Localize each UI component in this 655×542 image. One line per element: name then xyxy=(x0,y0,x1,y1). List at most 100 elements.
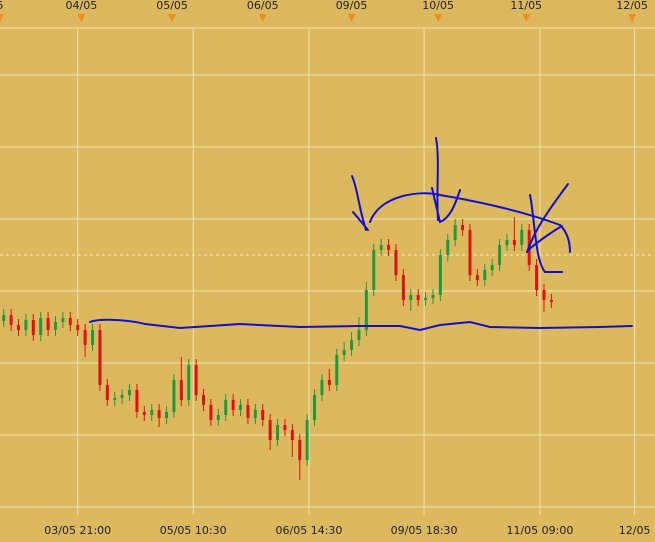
candle-body xyxy=(239,405,243,410)
candle-body xyxy=(409,295,413,300)
tick-marker xyxy=(168,14,177,22)
tick-marker xyxy=(77,14,86,22)
x-tick-label: 5 xyxy=(0,0,4,12)
arch-drawing xyxy=(369,192,571,253)
candle-body xyxy=(31,320,35,335)
candle-body xyxy=(194,365,198,395)
candle-body xyxy=(483,270,487,280)
candle-body xyxy=(76,325,80,330)
support-line xyxy=(89,318,633,332)
candle-body xyxy=(424,298,428,300)
candle-body xyxy=(91,330,95,345)
candle-body xyxy=(475,275,479,280)
candle-body xyxy=(305,420,309,460)
candle-body xyxy=(268,420,272,440)
x-tick-label: 06/05 14:30 xyxy=(276,524,343,537)
candle-body xyxy=(335,355,339,385)
candle-body xyxy=(253,410,257,418)
x-tick-label: 06/05 xyxy=(247,0,279,12)
tick-marker xyxy=(347,14,356,22)
candle-body xyxy=(512,240,516,245)
candle-body xyxy=(379,245,383,250)
candle-body xyxy=(401,275,405,300)
x-tick-label: 09/05 18:30 xyxy=(391,524,458,537)
candle-body xyxy=(261,410,265,420)
top-bar xyxy=(0,0,655,28)
candle-body xyxy=(394,250,398,275)
candle-body xyxy=(246,405,250,418)
tick-marker xyxy=(434,14,443,22)
candle-body xyxy=(9,315,13,325)
arrow-drawing xyxy=(351,175,369,231)
candle-body xyxy=(468,230,472,275)
candle-body xyxy=(446,240,450,255)
scribble xyxy=(526,183,569,273)
x-tick-label: 05/05 10:30 xyxy=(160,524,227,537)
x-tick-label: 10/05 xyxy=(422,0,454,12)
candle-body xyxy=(24,320,28,330)
candle-body xyxy=(231,400,235,410)
candle-body xyxy=(224,400,228,415)
x-tick-label: 11/05 xyxy=(510,0,542,12)
candle-body xyxy=(157,410,161,418)
candle-body xyxy=(350,340,354,350)
tick-marker xyxy=(0,14,4,22)
candle-body xyxy=(39,318,43,335)
candle-body xyxy=(179,380,183,400)
x-tick-label: 03/05 21:00 xyxy=(44,524,111,537)
candles xyxy=(2,217,553,480)
candle-body xyxy=(216,415,220,420)
candle-body xyxy=(142,412,146,415)
candle-body xyxy=(209,405,213,420)
candle-body xyxy=(313,395,317,420)
candle-body xyxy=(187,365,191,400)
candle-body xyxy=(505,240,509,245)
candle-body xyxy=(498,245,502,265)
candle-body xyxy=(520,230,524,245)
candle-body xyxy=(283,425,287,430)
x-tick-label: 11/05 09:00 xyxy=(506,524,573,537)
candle-body xyxy=(387,245,391,250)
candle-body xyxy=(320,380,324,395)
candle-body xyxy=(61,318,65,322)
candle-body xyxy=(113,398,117,400)
tick-marker xyxy=(628,14,637,22)
candle-body xyxy=(298,440,302,460)
candle-body xyxy=(105,385,109,400)
candle-body xyxy=(416,295,420,300)
candle-body xyxy=(431,295,435,298)
candle-body xyxy=(54,322,58,330)
candle-body xyxy=(276,425,280,440)
x-tick-label: 12/05 xyxy=(616,0,648,12)
candle-body xyxy=(490,265,494,270)
candle-body xyxy=(165,412,169,418)
x-tick-label: 05/05 xyxy=(156,0,188,12)
bottom-bar xyxy=(0,508,655,542)
candle-body xyxy=(357,330,361,340)
candle-body xyxy=(327,380,331,385)
x-tick-label: 12/05 xyxy=(619,524,651,537)
candle-body xyxy=(120,395,124,398)
candle-body xyxy=(83,330,87,345)
x-tick-label: 09/05 xyxy=(336,0,368,12)
candle-body xyxy=(549,300,553,302)
candle-body xyxy=(542,290,546,300)
candle-body xyxy=(290,430,294,440)
candle-body xyxy=(2,315,6,321)
candle-body xyxy=(202,395,206,405)
candle-body xyxy=(364,290,368,330)
candle-body xyxy=(17,325,21,330)
x-tick-label: 04/05 xyxy=(66,0,98,12)
candle-body xyxy=(135,390,139,412)
tick-marker xyxy=(258,14,267,22)
candle-body xyxy=(98,330,102,385)
candle-body xyxy=(150,410,154,415)
candle-body xyxy=(46,318,50,330)
candle-body xyxy=(461,225,465,230)
candle-body xyxy=(342,350,346,355)
grid xyxy=(0,28,655,507)
candle-body xyxy=(372,250,376,290)
